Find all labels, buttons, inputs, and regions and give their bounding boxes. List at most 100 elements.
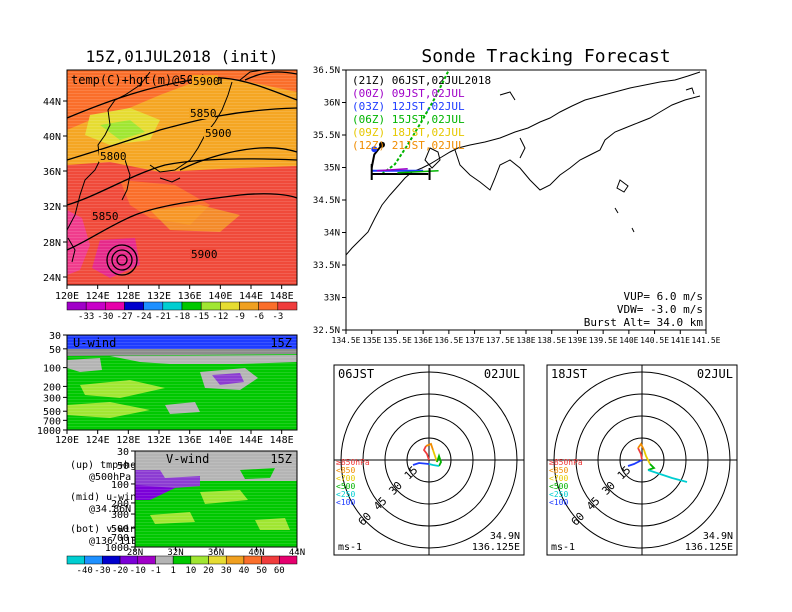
- track-params: VUP= 6.0 m/s VDW= -3.0 m/s Burst Alt= 34…: [584, 290, 704, 329]
- colorbar-swatch: [181, 301, 202, 311]
- legend-up-line2: @500hPa: [89, 472, 131, 483]
- pressure-tick-label: 1000: [105, 543, 129, 554]
- lon-tick-label: 137E: [465, 336, 484, 345]
- plevel-label: <700: [336, 474, 355, 483]
- pressure-tick-label: 30: [49, 331, 61, 342]
- map500-lon-ticks: 120E 124E 128E 132E 136E 140E 144E 148E: [55, 285, 294, 302]
- lat-tick-label: 44N: [43, 97, 61, 108]
- lon-tick-label: 141E: [671, 336, 690, 345]
- colorbar-label: -3: [272, 312, 283, 322]
- contour-label: 5900: [205, 127, 232, 140]
- track-line: [397, 170, 439, 174]
- colorbar-swatch: [243, 555, 262, 565]
- lat-tick-label: 36N: [43, 167, 61, 178]
- vup-text: VUP= 6.0 m/s: [624, 290, 703, 303]
- pressure-tick-label: 50: [49, 345, 61, 356]
- legend-mid-line2: @34.86N: [89, 504, 131, 515]
- vwind-label: V-wind: [166, 452, 209, 466]
- lon-tick-label: 140E: [208, 291, 232, 302]
- colorbar-label: -21: [155, 312, 171, 322]
- hodograph-trace: [428, 463, 440, 467]
- hodograph-unit: ms-1: [551, 542, 575, 553]
- lon-tick-label: 144E: [239, 435, 263, 446]
- track-legend-entry: (12Z) 21JST,02JUL: [352, 139, 465, 152]
- lat-tick-label: 32N: [43, 202, 61, 213]
- hodograph-lon: 136.125E: [685, 542, 733, 553]
- colorbar-swatch: [162, 301, 183, 311]
- colorbar-swatch: [239, 301, 259, 311]
- lon-tick-label: 140E: [208, 435, 232, 446]
- map500-field: [67, 70, 297, 285]
- colorbar-label: -18: [174, 312, 190, 322]
- plevel-label: ≥850hPa: [549, 458, 583, 467]
- colorbar-label: 40: [239, 566, 250, 576]
- colorbar-label: -24: [136, 312, 152, 322]
- lon-tick-label: 120E: [55, 435, 79, 446]
- lon-tick-label: 138E: [516, 336, 535, 345]
- hodograph-trace: [637, 447, 643, 461]
- track-lat-ticks: 36.5N 36N 35.5N 35N 34.5N 34N 33.5N 33N 32.5N: [313, 66, 346, 336]
- colorbar-swatch: [208, 555, 227, 565]
- map500-contour-labels: 5900 5850 5900 5800 5850 5900: [91, 75, 232, 261]
- track-lon-ticks: 134.5E 135E 135.5E 136E 136.5E 137E 137.5E 138E…: [332, 330, 721, 345]
- colorbar-label: -30: [94, 566, 110, 576]
- lat-tick-label: 24N: [43, 273, 61, 284]
- lon-tick-label: 136E: [178, 435, 202, 446]
- lat-tick-label: 28N: [127, 548, 143, 558]
- lon-tick-label: 141.5E: [692, 336, 721, 345]
- colorbar-label: -12: [212, 312, 228, 322]
- colorbar-label: -27: [116, 312, 132, 322]
- pressure-tick-label: 500: [43, 407, 61, 418]
- hodograph-trace: [647, 469, 688, 483]
- legend-mid-line1: (mid) u-wind: [70, 492, 142, 503]
- colorbar-swatch: [84, 555, 103, 565]
- track-coastlines: [346, 71, 701, 256]
- lat-tick-label: 34.5N: [313, 196, 340, 206]
- lat-tick-label: 36N: [208, 548, 224, 558]
- colorbar-label: -6: [253, 312, 264, 322]
- lon-tick-label: 138.5E: [537, 336, 566, 345]
- colorbar-swatch: [190, 555, 209, 565]
- lon-tick-label: 135.5E: [383, 336, 412, 345]
- colorbar-label: -9: [234, 312, 245, 322]
- hodograph-trace: [436, 453, 442, 467]
- colorbar-swatch: [137, 555, 156, 565]
- lon-tick-label: 148E: [270, 291, 294, 302]
- track-legend-entry: (00Z) 09JST,02JUL: [352, 87, 465, 100]
- hodograph-lon: 136.125E: [472, 542, 520, 553]
- plevel-label: <500: [336, 482, 355, 491]
- lat-tick-label: 36.5N: [313, 66, 340, 76]
- plevel-label: <500: [549, 482, 568, 491]
- colorbar-swatch: [85, 301, 106, 311]
- pressure-tick-label: 300: [111, 510, 129, 521]
- pressure-tick-label: 700: [111, 533, 129, 544]
- lon-tick-label: 135E: [362, 336, 381, 345]
- colorbar-label: 30: [221, 566, 232, 576]
- lon-tick-label: 139E: [568, 336, 587, 345]
- pressure-tick-label: 700: [43, 416, 61, 427]
- pressure-tick-label: 100: [43, 364, 61, 375]
- colorbar-swatch: [102, 555, 121, 565]
- plevel-label: <850: [549, 466, 568, 475]
- lat-tick-label: 34N: [324, 229, 340, 239]
- lon-tick-label: 140.5E: [640, 336, 669, 345]
- lat-tick-label: 33.5N: [313, 261, 340, 271]
- plevel-label: <100: [549, 498, 568, 507]
- lon-tick-label: 124E: [86, 435, 110, 446]
- colorbar-label: 20: [203, 566, 214, 576]
- colorbar-swatch: [119, 555, 139, 565]
- lon-tick-label: 144E: [239, 291, 263, 302]
- lat-tick-label: 35.5N: [313, 131, 340, 141]
- contour-label: 5900: [191, 248, 218, 261]
- map500-colorbar: -33 -30 -27 -24 -21 -18 -15 -12 -9 -6 -3: [66, 301, 298, 322]
- track-line: [370, 144, 383, 168]
- lat-tick-label: 33N: [324, 294, 340, 304]
- colorbar-swatch: [143, 301, 164, 311]
- plevel-label: <250: [549, 490, 568, 499]
- hodograph-time: 06JST: [338, 367, 374, 381]
- lon-tick-label: 140E: [619, 336, 638, 345]
- colorbar-swatch: [220, 301, 240, 311]
- pressure-tick-label: 300: [43, 393, 61, 404]
